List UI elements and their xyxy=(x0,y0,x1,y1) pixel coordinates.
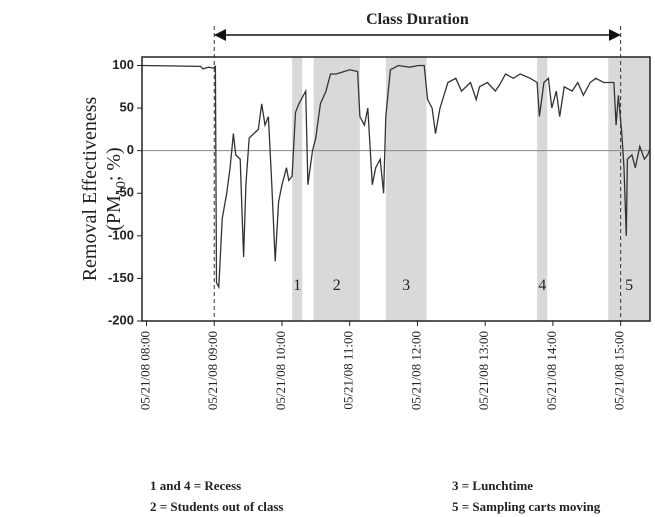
x-tick-label: 05/21/08 11:00 xyxy=(341,331,356,410)
shaded-band xyxy=(537,57,548,321)
y-tick-label: 50 xyxy=(120,100,134,115)
y-tick-label: 0 xyxy=(127,142,134,157)
y-axis-unit: (PM10; %) xyxy=(103,147,129,230)
band-label: 1 xyxy=(293,277,301,294)
note: 2 = Students out of class xyxy=(150,499,283,514)
unit-subscript: 10 xyxy=(114,181,129,195)
y-tick-label: 100 xyxy=(112,57,134,72)
x-tick-label: 05/21/08 14:00 xyxy=(544,331,559,410)
x-tick-label: 05/21/08 08:00 xyxy=(137,331,152,410)
x-tick-label: 05/21/08 13:00 xyxy=(476,331,491,410)
shaded-band xyxy=(385,57,427,321)
shaded-band xyxy=(292,57,303,321)
band-label: 5 xyxy=(625,277,633,294)
x-tick-label: 05/21/08 10:00 xyxy=(273,331,288,410)
note: 3 = Lunchtime xyxy=(452,478,533,493)
unit-suffix: ; %) xyxy=(103,147,125,181)
y-tick-label: -200 xyxy=(108,312,134,327)
band-label: 3 xyxy=(402,277,410,294)
x-tick-label: 05/21/08 12:00 xyxy=(408,331,423,410)
x-tick-label: 05/21/08 09:00 xyxy=(205,331,220,410)
plot-frame xyxy=(141,56,651,322)
x-tick-label: 05/21/08 15:00 xyxy=(612,331,627,410)
unit-prefix: (PM xyxy=(103,195,125,231)
note: 5 = Sampling carts moving xyxy=(452,499,601,514)
note: 1 and 4 = Recess xyxy=(150,478,241,493)
annotation: Class Duration xyxy=(366,11,469,28)
y-tick-label: -100 xyxy=(108,227,134,242)
band-label: 2 xyxy=(333,277,341,294)
y-axis-label: Removal Effectiveness xyxy=(79,97,101,282)
y-tick-label: -150 xyxy=(108,270,134,285)
y-tick-label: -50 xyxy=(115,185,134,200)
data-line xyxy=(141,64,651,290)
band-label: 4 xyxy=(538,277,546,294)
